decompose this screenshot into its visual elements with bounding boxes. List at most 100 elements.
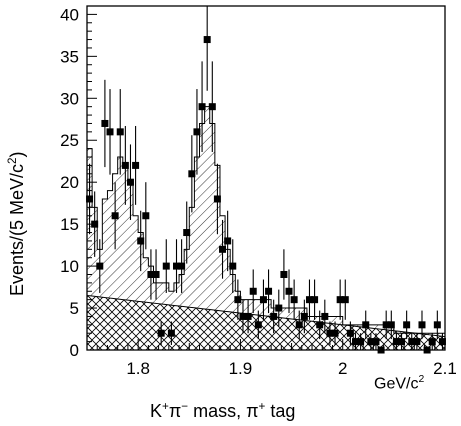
data-marker xyxy=(152,270,160,278)
data-marker xyxy=(173,262,180,270)
data-marker xyxy=(132,161,140,169)
data-point xyxy=(198,61,206,152)
data-marker xyxy=(382,321,390,329)
data-point xyxy=(193,89,201,175)
data-marker xyxy=(178,262,186,270)
data-marker xyxy=(321,312,329,320)
data-point xyxy=(433,310,441,340)
data-marker xyxy=(285,287,293,295)
data-point xyxy=(392,333,400,350)
data-marker xyxy=(305,296,313,304)
data-point xyxy=(239,299,247,334)
data-marker xyxy=(229,262,237,270)
data-point xyxy=(234,279,242,320)
data-marker xyxy=(224,237,232,245)
data-point xyxy=(413,333,421,350)
data-point xyxy=(408,333,416,350)
data-marker xyxy=(244,312,252,320)
y-tick-label: 30 xyxy=(60,89,79,108)
x-tick-label: 1.9 xyxy=(229,359,253,378)
data-marker xyxy=(147,270,155,278)
data-point xyxy=(398,333,406,350)
data-point xyxy=(126,144,134,220)
x-tick-label: 2 xyxy=(338,359,347,378)
data-marker xyxy=(403,321,411,329)
data-marker xyxy=(311,296,319,304)
y-tick-label: 15 xyxy=(60,215,79,234)
data-marker xyxy=(316,321,324,329)
data-point xyxy=(341,279,349,320)
data-marker xyxy=(193,128,201,136)
data-point xyxy=(254,310,262,340)
data-point xyxy=(387,310,395,340)
data-point xyxy=(244,299,252,334)
data-marker xyxy=(96,262,104,270)
data-point xyxy=(147,249,155,300)
data-point xyxy=(132,125,140,205)
data-point xyxy=(438,333,446,350)
x-tick-label: 1.8 xyxy=(126,359,150,378)
data-marker xyxy=(331,329,339,337)
data-marker xyxy=(167,329,175,337)
data-marker xyxy=(346,329,354,337)
data-point xyxy=(362,310,370,340)
data-marker xyxy=(188,170,196,178)
y-tick-label: 40 xyxy=(60,5,79,24)
data-marker xyxy=(234,296,242,304)
data-marker xyxy=(433,321,441,329)
data-marker xyxy=(367,338,375,346)
y-tick-label: 10 xyxy=(60,257,79,276)
data-point xyxy=(116,89,124,175)
data-point xyxy=(111,182,119,250)
y-tick-label: 5 xyxy=(70,299,79,318)
data-marker xyxy=(142,212,150,220)
data-marker xyxy=(392,338,400,346)
data-point xyxy=(173,239,180,293)
data-point xyxy=(224,210,232,272)
data-point xyxy=(331,321,339,345)
data-point xyxy=(249,269,257,314)
data-point xyxy=(321,299,329,334)
data-marker xyxy=(418,321,426,329)
data-marker xyxy=(101,119,109,127)
data-marker xyxy=(126,178,134,186)
data-marker xyxy=(239,312,247,320)
x-tick-label: 2.1 xyxy=(433,359,457,378)
data-marker xyxy=(106,128,114,136)
data-point xyxy=(305,279,313,320)
plot-frame xyxy=(86,5,446,351)
data-marker xyxy=(162,262,170,270)
data-point xyxy=(157,321,165,345)
y-axis-label: Events/(5 MeV/c2) xyxy=(6,151,27,296)
data-point xyxy=(208,61,216,152)
data-marker xyxy=(300,312,308,320)
data-point xyxy=(346,321,354,345)
data-point xyxy=(167,321,175,345)
data-marker xyxy=(341,296,349,304)
data-marker xyxy=(326,329,334,337)
data-marker xyxy=(295,321,303,329)
y-tick-label: 35 xyxy=(60,47,79,66)
data-point xyxy=(311,279,319,320)
data-point xyxy=(418,310,426,340)
data-marker xyxy=(213,195,221,203)
data-marker xyxy=(198,103,206,111)
data-marker xyxy=(362,321,370,329)
data-point xyxy=(367,333,375,350)
data-point xyxy=(137,210,145,272)
data-point xyxy=(142,182,150,250)
data-point xyxy=(183,201,191,264)
data-point xyxy=(372,333,380,350)
data-point xyxy=(121,125,129,205)
x-axis-title: K+π− mass, π+ tag xyxy=(150,400,296,421)
data-point xyxy=(357,333,365,350)
data-point xyxy=(270,299,278,334)
data-marker xyxy=(357,338,365,346)
data-point xyxy=(280,249,288,300)
data-marker xyxy=(352,338,359,346)
data-marker xyxy=(428,338,436,346)
data-marker xyxy=(259,296,267,304)
data-marker xyxy=(183,229,191,237)
data-point xyxy=(352,333,359,350)
